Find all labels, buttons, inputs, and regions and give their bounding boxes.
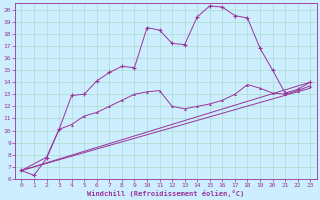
X-axis label: Windchill (Refroidissement éolien,°C): Windchill (Refroidissement éolien,°C) [87, 190, 244, 197]
